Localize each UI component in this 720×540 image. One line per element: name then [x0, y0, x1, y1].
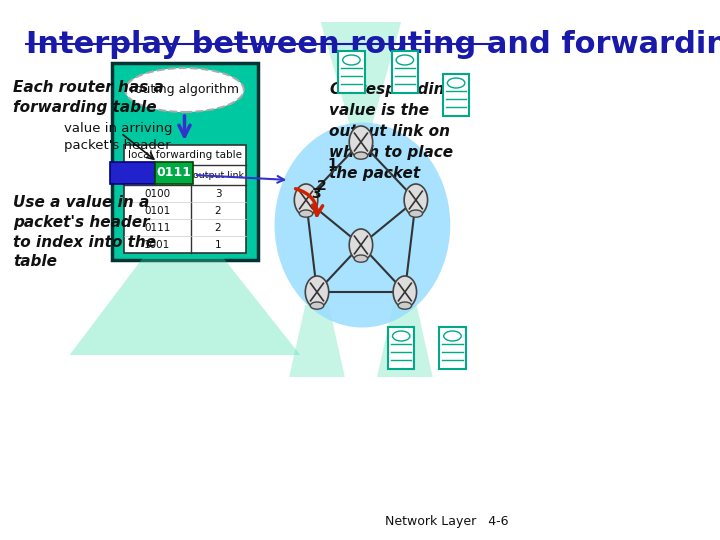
FancyBboxPatch shape: [156, 162, 193, 184]
Ellipse shape: [447, 78, 465, 88]
Ellipse shape: [444, 331, 462, 341]
Text: local forwarding table: local forwarding table: [128, 150, 242, 160]
Text: 1: 1: [328, 157, 337, 171]
Text: 0101: 0101: [144, 206, 171, 217]
Text: 1001: 1001: [144, 240, 171, 251]
Ellipse shape: [354, 255, 368, 262]
Text: 1: 1: [215, 240, 221, 251]
Circle shape: [393, 276, 417, 308]
Text: value in arriving
packet's header: value in arriving packet's header: [64, 122, 173, 152]
Circle shape: [349, 126, 373, 158]
Circle shape: [305, 276, 329, 308]
Ellipse shape: [125, 68, 244, 112]
Circle shape: [349, 229, 373, 261]
Text: 3: 3: [311, 187, 321, 201]
Ellipse shape: [396, 55, 413, 65]
Text: Network Layer   4-6: Network Layer 4-6: [385, 515, 509, 528]
Ellipse shape: [409, 210, 423, 217]
Polygon shape: [377, 305, 433, 377]
FancyBboxPatch shape: [110, 162, 156, 184]
Text: Corresponding
value is the
output link on
which to place
the packet: Corresponding value is the output link o…: [330, 82, 456, 181]
FancyBboxPatch shape: [338, 51, 364, 93]
Text: output link: output link: [192, 171, 243, 179]
FancyBboxPatch shape: [443, 74, 469, 116]
Polygon shape: [70, 258, 300, 355]
Text: 2: 2: [215, 206, 221, 217]
FancyBboxPatch shape: [388, 327, 415, 369]
Text: 0100: 0100: [144, 190, 171, 199]
Text: 0111: 0111: [144, 224, 171, 233]
Text: routing algorithm: routing algorithm: [130, 84, 239, 97]
Circle shape: [404, 184, 428, 216]
Text: 2: 2: [215, 224, 221, 233]
FancyBboxPatch shape: [112, 63, 258, 260]
Text: Each router has a
forwarding table: Each router has a forwarding table: [13, 80, 164, 115]
Ellipse shape: [398, 302, 412, 309]
FancyBboxPatch shape: [392, 51, 418, 93]
Polygon shape: [289, 305, 345, 377]
Ellipse shape: [392, 331, 410, 341]
Text: 3: 3: [215, 190, 221, 199]
Text: 0111: 0111: [157, 166, 192, 179]
Circle shape: [294, 184, 318, 216]
Ellipse shape: [343, 55, 360, 65]
Ellipse shape: [354, 152, 368, 159]
Text: Use a value in a
packet's header
to index into the
table: Use a value in a packet's header to inde…: [13, 195, 156, 269]
FancyBboxPatch shape: [125, 145, 246, 253]
Ellipse shape: [300, 210, 312, 217]
FancyBboxPatch shape: [439, 327, 466, 369]
Ellipse shape: [310, 302, 324, 309]
Ellipse shape: [274, 123, 450, 327]
Text: Interplay between routing and forwarding: Interplay between routing and forwarding: [26, 30, 720, 59]
Polygon shape: [320, 22, 401, 128]
Text: 2: 2: [317, 179, 327, 193]
Text: header value: header value: [126, 171, 189, 179]
